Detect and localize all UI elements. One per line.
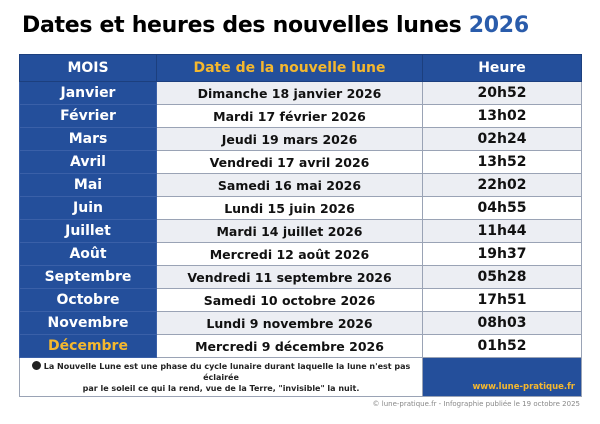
footnote-line1: La Nouvelle Lune est une phase du cycle … [43, 361, 411, 382]
table-row: Mai Samedi 16 mai 2026 22h02 [19, 173, 582, 197]
hour-cell: 04h55 [422, 196, 582, 220]
date-cell: Mercredi 12 août 2026 [156, 242, 423, 266]
new-moon-table: MOIS Date de la nouvelle lune Heure Janv… [19, 54, 582, 397]
page-title-text: Dates et heures des nouvelles lunes [22, 13, 462, 38]
month-cell: Août [19, 242, 157, 266]
month-cell: Janvier [19, 81, 157, 105]
date-cell: Vendredi 11 septembre 2026 [156, 265, 423, 289]
month-cell: Février [19, 104, 157, 128]
month-cell: Juin [19, 196, 157, 220]
table-row: Février Mardi 17 février 2026 13h02 [19, 104, 582, 128]
hour-cell: 19h37 [422, 242, 582, 266]
table-row: Décembre Mercredi 9 décembre 2026 01h52 [19, 334, 582, 358]
hour-cell: 13h52 [422, 150, 582, 174]
website-link[interactable]: www.lune-pratique.fr [422, 357, 582, 397]
table-row: Novembre Lundi 9 novembre 2026 08h03 [19, 311, 582, 335]
month-cell: Septembre [19, 265, 157, 289]
month-cell: Décembre [19, 334, 157, 358]
footnote: La Nouvelle Lune est une phase du cycle … [19, 357, 423, 397]
hour-cell: 13h02 [422, 104, 582, 128]
header-date: Date de la nouvelle lune [156, 54, 423, 82]
table-row: Juillet Mardi 14 juillet 2026 11h44 [19, 219, 582, 243]
date-cell: Dimanche 18 janvier 2026 [156, 81, 423, 105]
table-row: Janvier Dimanche 18 janvier 2026 20h52 [19, 81, 582, 105]
table-row: Juin Lundi 15 juin 2026 04h55 [19, 196, 582, 220]
month-cell: Mai [19, 173, 157, 197]
footnote-line2: par le soleil ce qui la rend, vue de la … [82, 383, 360, 393]
table-row: Avril Vendredi 17 avril 2026 13h52 [19, 150, 582, 174]
hour-cell: 20h52 [422, 81, 582, 105]
table-row: Octobre Samedi 10 octobre 2026 17h51 [19, 288, 582, 312]
month-cell: Mars [19, 127, 157, 151]
date-cell: Samedi 10 octobre 2026 [156, 288, 423, 312]
hour-cell: 11h44 [422, 219, 582, 243]
date-cell: Mercredi 9 décembre 2026 [156, 334, 423, 358]
date-cell: Lundi 9 novembre 2026 [156, 311, 423, 335]
page-title: Dates et heures des nouvelles lunes 2026 [22, 13, 529, 38]
hour-cell: 08h03 [422, 311, 582, 335]
header-month: MOIS [19, 54, 157, 82]
date-cell: Mardi 14 juillet 2026 [156, 219, 423, 243]
table-row: Mars Jeudi 19 mars 2026 02h24 [19, 127, 582, 151]
month-cell: Novembre [19, 311, 157, 335]
hour-cell: 22h02 [422, 173, 582, 197]
hour-cell: 17h51 [422, 288, 582, 312]
hour-cell: 05h28 [422, 265, 582, 289]
date-cell: Jeudi 19 mars 2026 [156, 127, 423, 151]
month-cell: Octobre [19, 288, 157, 312]
hour-cell: 01h52 [422, 334, 582, 358]
table-row: Août Mercredi 12 août 2026 19h37 [19, 242, 582, 266]
header-hour: Heure [422, 54, 582, 82]
new-moon-icon [31, 360, 41, 370]
date-cell: Lundi 15 juin 2026 [156, 196, 423, 220]
table-footer-row: La Nouvelle Lune est une phase du cycle … [19, 357, 582, 397]
month-cell: Juillet [19, 219, 157, 243]
hour-cell: 02h24 [422, 127, 582, 151]
date-cell: Mardi 17 février 2026 [156, 104, 423, 128]
table-header-row: MOIS Date de la nouvelle lune Heure [19, 54, 582, 82]
month-cell: Avril [19, 150, 157, 174]
date-cell: Samedi 16 mai 2026 [156, 173, 423, 197]
copyright: © lune-pratique.fr - Infographie publiée… [372, 400, 580, 408]
date-cell: Vendredi 17 avril 2026 [156, 150, 423, 174]
table-row: Septembre Vendredi 11 septembre 2026 05h28 [19, 265, 582, 289]
page-title-year: 2026 [468, 13, 529, 38]
